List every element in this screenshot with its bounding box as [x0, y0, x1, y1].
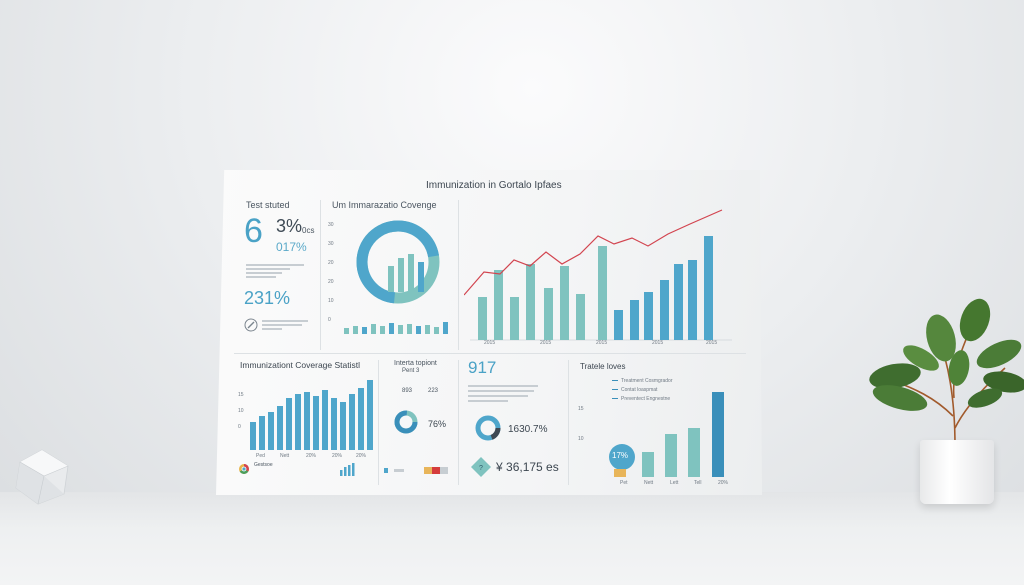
main-bar: [494, 270, 503, 340]
left-panel-header: Test stuted: [246, 200, 290, 210]
br-bar: [614, 469, 626, 477]
main-bar: [704, 236, 713, 340]
divider: [378, 360, 379, 485]
bl-bar: [277, 406, 283, 450]
main-bar: [544, 288, 553, 340]
donut-combo-chart: [344, 220, 448, 334]
main-bar: [674, 264, 683, 340]
mid-card-value-b: 223: [428, 388, 439, 394]
kpi-big-percent: 3%: [276, 216, 303, 236]
bottom-left-mini-bars: [340, 463, 355, 476]
geometric-ornament: [15, 449, 69, 505]
syringe-icon: [244, 318, 258, 332]
bl-bar: [250, 422, 256, 450]
main-bar: [660, 280, 669, 340]
kpi-card-notes: [468, 382, 548, 405]
divider: [568, 360, 569, 485]
left-panel-footnote: [262, 318, 312, 332]
bl-bar: [358, 388, 364, 450]
br-bar: [665, 434, 677, 477]
kpi-card-big-number: 917: [468, 358, 497, 377]
bl-bar: [340, 402, 346, 450]
kpi-card-donut: [475, 415, 501, 441]
bl-bar: [259, 416, 265, 450]
bottom-left-bar-chart: [250, 380, 373, 450]
bottom-left-title: Immunizationt Coverage Statistl: [240, 360, 360, 370]
board-title: Immunization in Gortalo Ipfaes: [426, 180, 562, 191]
donut-bar: [398, 258, 404, 292]
bl-bar: [313, 396, 319, 450]
bottom-left-y-axis: 15 10 0: [238, 392, 244, 430]
bl-bar: [331, 398, 337, 450]
donut-ring-blue: [356, 220, 440, 304]
mid-card-subtitle: Pent 3: [402, 368, 420, 374]
plant-pot: [920, 440, 994, 504]
divider: [320, 200, 321, 350]
main-bar: [630, 300, 639, 340]
mini-bar-row: [344, 322, 448, 334]
donut-panel-title: Um Immarazatio Covenge: [332, 200, 437, 210]
main-bar: [598, 246, 607, 340]
bl-bar: [349, 394, 355, 450]
bottom-right-badge: 17%: [612, 451, 629, 460]
plant-leaves: [869, 298, 1024, 447]
main-bar: [644, 292, 653, 340]
mid-card-donut-percent: 76%: [428, 419, 447, 429]
bottom-right-title: Tratele loves: [580, 362, 626, 371]
bl-bar: [367, 380, 373, 450]
bl-bar: [304, 392, 310, 450]
kpi-stat-2: 231%: [244, 288, 291, 308]
main-bar: [688, 260, 697, 340]
bl-bar: [295, 394, 301, 450]
bottom-right-bar-chart: [609, 392, 724, 477]
kpi-card-donut-value: 1630.7%: [508, 424, 548, 435]
main-bar: [614, 310, 623, 340]
br-bar: [688, 428, 700, 477]
mid-card-value-a: 893: [402, 388, 413, 394]
svg-text:?: ?: [479, 465, 483, 472]
main-bar-line-chart: [464, 209, 732, 341]
left-panel-notes: [246, 262, 306, 280]
br-bar: [712, 392, 724, 477]
donut-bar: [388, 266, 394, 292]
kpi-sub-a: 0cs: [302, 226, 315, 235]
kpi-sub-b: 017%: [276, 240, 307, 254]
bottom-right-legend: Treatment Cosmgrador Contat loaspmat Pre…: [612, 376, 673, 403]
floor: [0, 492, 1024, 585]
main-bar: [526, 264, 535, 340]
bottom-left-footer: Gestsoe: [254, 462, 273, 468]
main-bar: [478, 297, 487, 340]
mid-card-donut: [394, 410, 418, 434]
divider: [458, 200, 459, 350]
bl-bar: [286, 398, 292, 450]
kpi-big-number: 6: [244, 212, 263, 250]
dashboard-board: Immunization in Gortalo Ipfaes Test stut…: [216, 170, 762, 495]
donut-bar: [418, 262, 424, 292]
main-bar: [510, 297, 519, 340]
mid-card-legend-strip: [384, 467, 448, 474]
bl-bar: [322, 390, 328, 450]
main-bar: [560, 266, 569, 340]
trend-line: [464, 209, 723, 296]
badge-circle: [609, 444, 635, 470]
chrome-style-icon: [239, 464, 249, 474]
diamond-tag-icon: ?: [471, 457, 491, 477]
br-bar: [642, 452, 654, 477]
donut-panel-y-axis: 30 30 20 20 10 0: [328, 222, 334, 323]
donut-bar: [408, 254, 414, 292]
bl-bar: [268, 412, 274, 450]
divider: [234, 353, 746, 354]
main-bar: [576, 294, 585, 340]
divider: [458, 360, 459, 485]
bottom-right-y-axis: 15 10: [578, 406, 584, 442]
kpi-card-money-value: ¥ 36,175 es: [496, 460, 559, 474]
mid-card-title: Interta topiont: [394, 360, 437, 367]
